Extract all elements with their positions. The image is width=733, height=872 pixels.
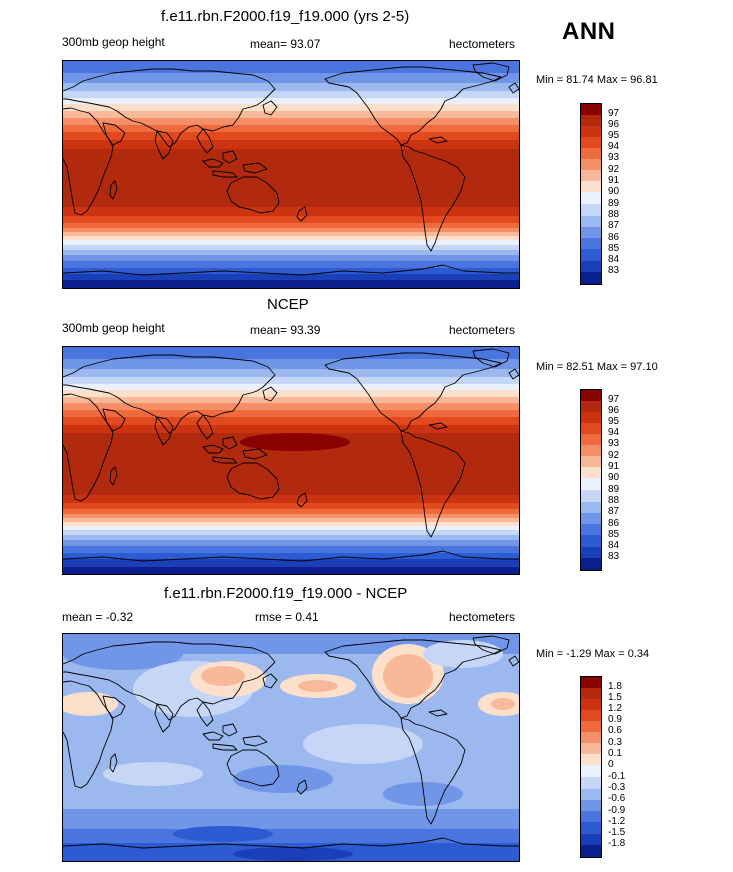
panel3-units-label: hectometers	[449, 610, 516, 624]
colorbar-label: 90	[608, 186, 620, 197]
panel3-title: f.e11.rbn.F2000.f19_f19.000 - NCEP	[164, 585, 408, 602]
colorbar-label: 84	[608, 540, 620, 551]
season-label: ANN	[562, 18, 616, 45]
panel1-map	[62, 60, 520, 289]
colorbar-label: 90	[608, 472, 620, 483]
colorbar-label: 1.5	[608, 692, 622, 703]
colorbar-label: 87	[608, 506, 620, 517]
colorbar-label: 0.1	[608, 748, 622, 759]
panel3-map	[62, 633, 520, 862]
colorbar-label: 86	[608, 518, 620, 529]
colorbar-label: -0.3	[608, 782, 626, 793]
colorbar-label: 95	[608, 416, 620, 427]
colorbar-label: 88	[608, 495, 620, 506]
colorbar-label: 87	[608, 220, 620, 231]
panel1-variable-label: 300mb geop height	[62, 35, 165, 49]
panel2-minmax-label: Min = 82.51 Max = 97.10	[536, 361, 658, 373]
panel2-variable-label: 300mb geop height	[62, 321, 165, 335]
colorbar-label: -0.1	[608, 771, 626, 782]
colorbar-label: -0.6	[608, 793, 626, 804]
panel2-map	[62, 346, 520, 575]
colorbar-label: -1.2	[608, 816, 626, 827]
colorbar-label: 89	[608, 484, 620, 495]
colorbar-label: 94	[608, 141, 620, 152]
colorbar-label: -1.5	[608, 827, 626, 838]
panel3-mean-label: mean = -0.32	[62, 610, 134, 624]
colorbar-label: 84	[608, 254, 620, 265]
colorbar-label: 0	[608, 759, 614, 770]
colorbar-label: 95	[608, 130, 620, 141]
colorbar-label: 83	[608, 265, 620, 276]
colorbar-label: 92	[608, 164, 620, 175]
panel2-colorbar	[580, 389, 602, 571]
colorbar-label: 83	[608, 551, 620, 562]
panel1-contour-bands	[63, 61, 519, 288]
colorbar-label: -1.8	[608, 838, 626, 849]
colorbar-label: 92	[608, 450, 620, 461]
colorbar-label: 96	[608, 405, 620, 416]
colorbar-label: 89	[608, 198, 620, 209]
colorbar-label: 88	[608, 209, 620, 220]
colorbar-label: 91	[608, 175, 620, 186]
panel3-colorbar	[580, 676, 602, 858]
colorbar-label: 0.3	[608, 737, 622, 748]
colorbar-label: -0.9	[608, 805, 626, 816]
panel2-contour-bands	[63, 347, 519, 574]
colorbar-label: 93	[608, 152, 620, 163]
colorbar-label: 1.8	[608, 681, 622, 692]
colorbar-label: 94	[608, 427, 620, 438]
colorbar-label: 0.6	[608, 725, 622, 736]
panel2-title: NCEP	[267, 296, 309, 313]
colorbar-label: 85	[608, 243, 620, 254]
colorbar-label: 97	[608, 394, 620, 405]
panel1-units-label: hectometers	[449, 37, 516, 51]
panel1-colorbar	[580, 103, 602, 285]
colorbar-label: 93	[608, 438, 620, 449]
colorbar-label: 85	[608, 529, 620, 540]
panel2-units-label: hectometers	[449, 323, 516, 337]
colorbar-label: 96	[608, 119, 620, 130]
panel3-minmax-label: Min = -1.29 Max = 0.34	[536, 648, 650, 660]
panel3-rmse-label: rmse = 0.41	[255, 610, 319, 624]
panel1-mean-label: mean= 93.07	[250, 37, 321, 51]
colorbar-label: 1.2	[608, 703, 622, 714]
panel3-contour-bands	[63, 634, 519, 861]
colorbar-label: 97	[608, 108, 620, 119]
colorbar-label: 0.9	[608, 714, 622, 725]
colorbar-label: 91	[608, 461, 620, 472]
panel1-title: f.e11.rbn.F2000.f19_f19.000 (yrs 2-5)	[161, 8, 410, 25]
panel1-minmax-label: Min = 81.74 Max = 96.81	[536, 74, 658, 86]
panel2-mean-label: mean= 93.39	[250, 323, 321, 337]
colorbar-label: 86	[608, 232, 620, 243]
